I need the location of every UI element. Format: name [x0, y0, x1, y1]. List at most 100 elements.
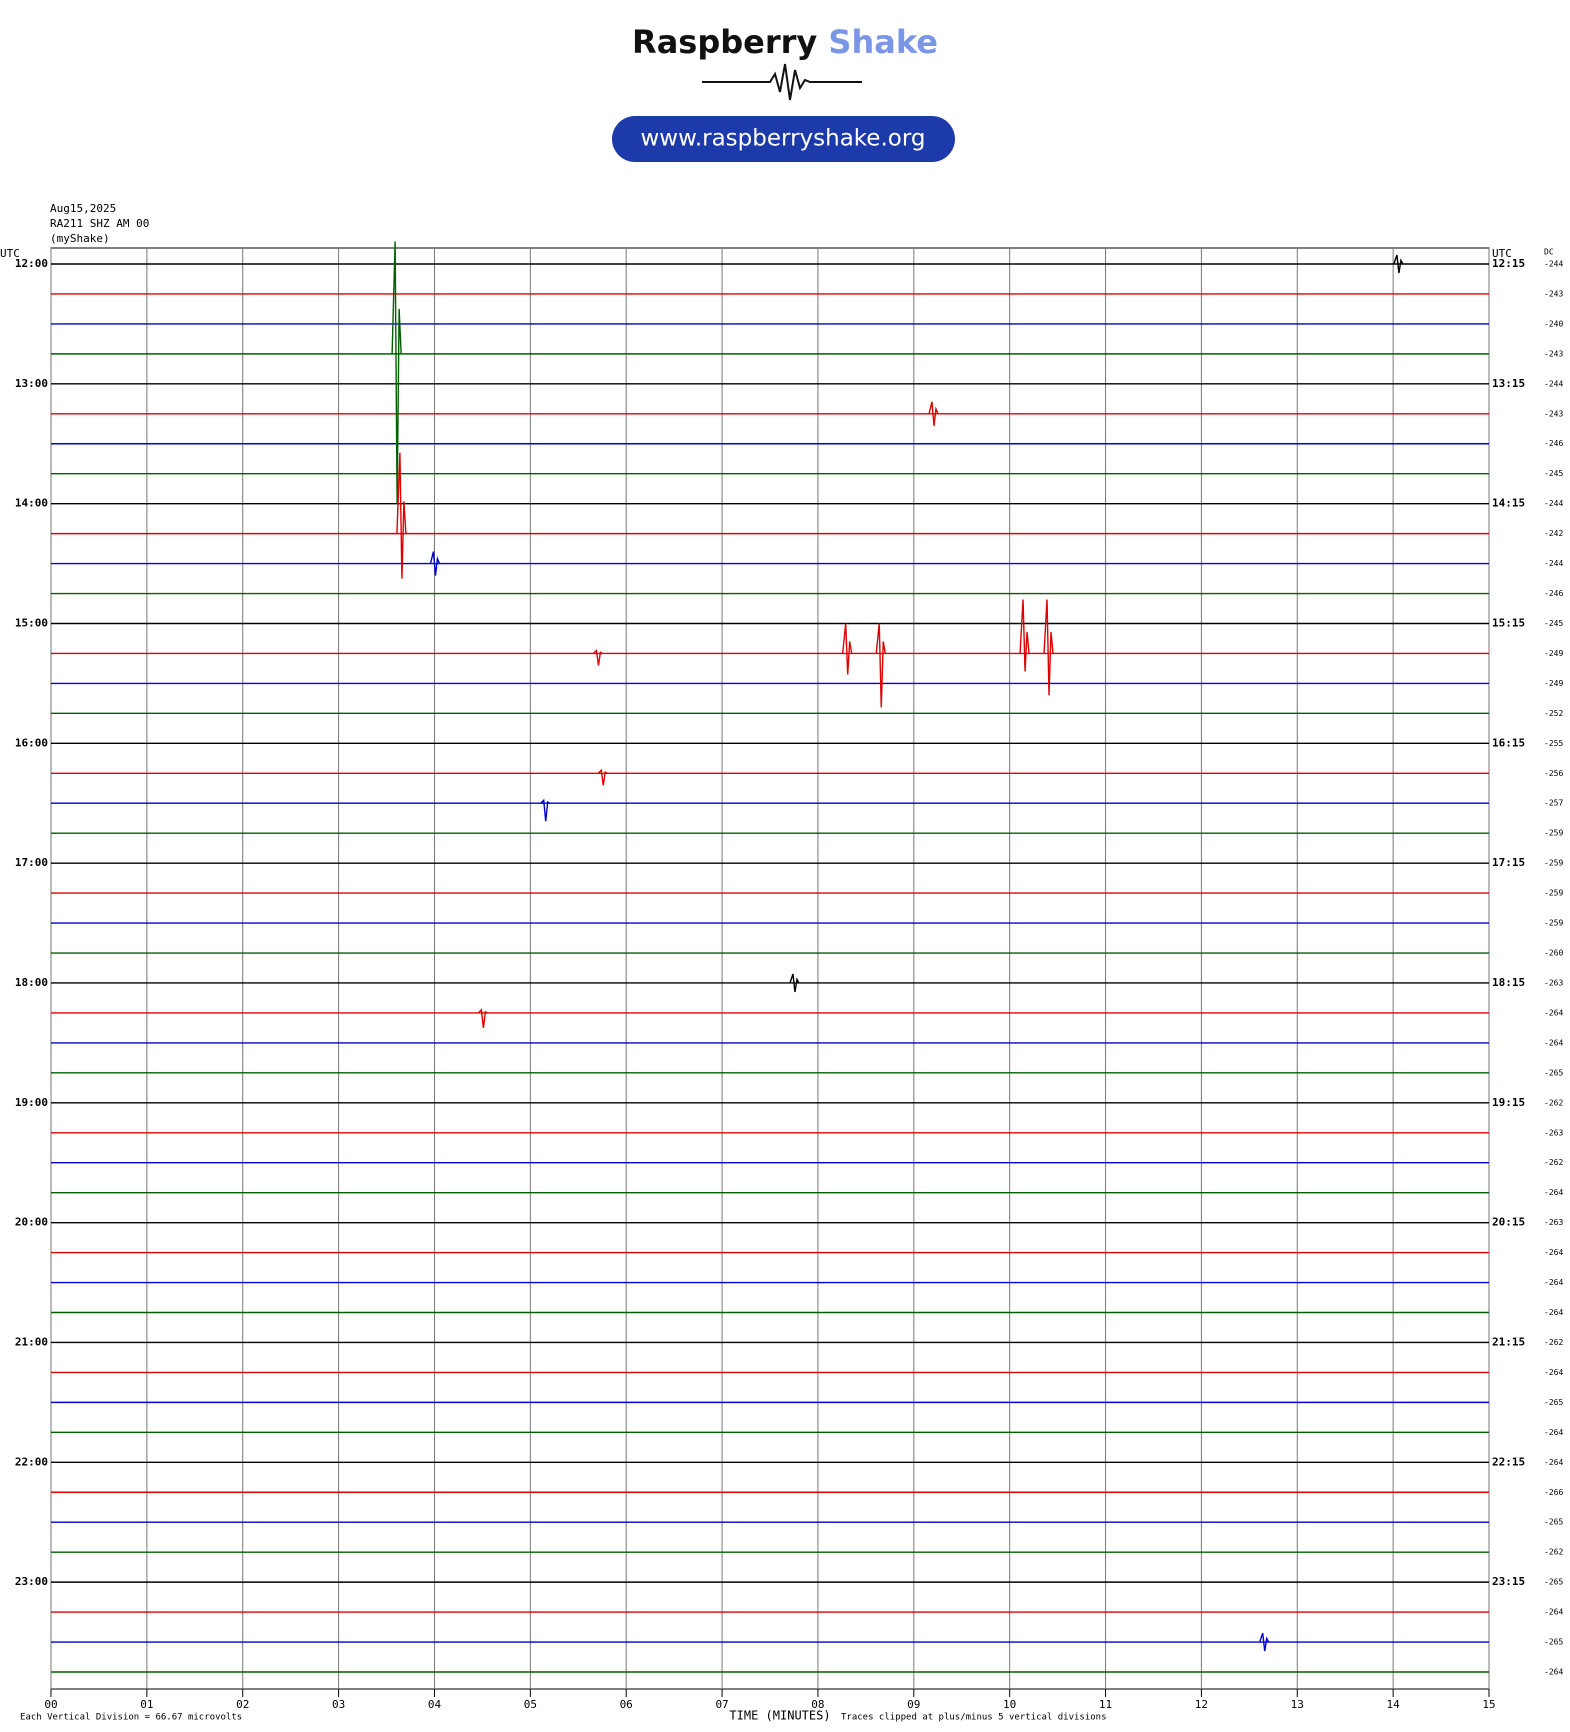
- dc-offset: -244: [1544, 260, 1563, 269]
- x-tick-label: 02: [236, 1698, 249, 1711]
- row-label: 22:00: [15, 1455, 48, 1468]
- event: [1019, 599, 1030, 672]
- x-tick-label: 00: [44, 1698, 57, 1711]
- row-label: 17:00: [15, 856, 48, 869]
- dc-offset: -265: [1544, 1398, 1563, 1407]
- event: [875, 623, 886, 708]
- row-label: 21:00: [15, 1335, 48, 1348]
- x-tick-label: 13: [1291, 1698, 1304, 1711]
- dc-offset: -259: [1544, 859, 1563, 868]
- row-label: 18:00: [15, 976, 48, 989]
- dc-offset: -263: [1544, 1128, 1563, 1137]
- event: [1043, 599, 1054, 696]
- event: [928, 401, 939, 426]
- dc-offset: -264: [1544, 1368, 1563, 1377]
- dc-offset: -264: [1544, 1428, 1563, 1437]
- url: www.raspberryshake.org: [641, 126, 926, 152]
- url-pill: [612, 116, 955, 162]
- event: [396, 452, 407, 579]
- x-tick-label: 15: [1482, 1698, 1495, 1711]
- row-label: 18:15: [1492, 976, 1525, 989]
- dc-offset: -252: [1544, 709, 1563, 718]
- station: RA211 SHZ AM 00: [50, 217, 149, 230]
- axis-title: UTC: [0, 247, 20, 260]
- x-tick-label: 10: [1003, 1698, 1016, 1711]
- x-tick-label: 05: [524, 1698, 537, 1711]
- row-label: 22:15: [1492, 1455, 1525, 1468]
- logo-wave: [702, 63, 862, 101]
- x-tick-label: 14: [1387, 1698, 1401, 1711]
- dc-offset: -264: [1544, 1608, 1563, 1617]
- row-label: 12:00: [15, 257, 48, 270]
- dc-offset: -244: [1544, 559, 1563, 568]
- dc-offset: -240: [1544, 319, 1563, 328]
- row-label: 14:15: [1492, 497, 1525, 510]
- x-tick-label: 08: [811, 1698, 824, 1711]
- dc-offset: -255: [1544, 739, 1563, 748]
- row-label: 16:00: [15, 736, 48, 749]
- dc-offset: -262: [1544, 1158, 1563, 1167]
- row-label: 23:15: [1492, 1575, 1525, 1588]
- plot-frame: [50, 247, 1490, 1690]
- x-tick-label: 12: [1195, 1698, 1208, 1711]
- logo-word: Shake: [828, 23, 938, 61]
- row-label: 16:15: [1492, 736, 1525, 749]
- dc-offset: -259: [1544, 829, 1563, 838]
- dc-offset: -265: [1544, 1068, 1563, 1077]
- dc-offset: -262: [1544, 1098, 1563, 1107]
- x-tick-label: 09: [907, 1698, 920, 1711]
- axis-title: DC: [1544, 248, 1554, 257]
- dc-offset: -263: [1544, 1218, 1563, 1227]
- x-tick-label: 01: [140, 1698, 153, 1711]
- dc-offset: -262: [1544, 1548, 1563, 1557]
- dc-offset: -257: [1544, 799, 1563, 808]
- row-label: 20:00: [15, 1216, 48, 1229]
- row-label: 17:15: [1492, 856, 1525, 869]
- event: [1259, 1632, 1270, 1652]
- dc-offset: -249: [1544, 649, 1563, 658]
- event: [592, 648, 603, 666]
- event: [789, 973, 800, 993]
- dc-offset: -246: [1544, 589, 1563, 598]
- event: [1393, 254, 1404, 274]
- event: [841, 623, 853, 675]
- dc-offset: -256: [1544, 769, 1563, 778]
- dc-offset: -260: [1544, 949, 1563, 958]
- row-label: 23:00: [15, 1575, 48, 1588]
- note: Traces clipped at plus/minus 5 vertical …: [841, 1713, 1107, 1723]
- event: [540, 798, 551, 822]
- dc-offset: -264: [1544, 1188, 1563, 1197]
- axis-title: UTC: [1492, 247, 1512, 260]
- date: Aug15,2025: [50, 202, 116, 215]
- dc-offset: -262: [1544, 1338, 1563, 1347]
- dc-offset: -265: [1544, 1578, 1563, 1587]
- event: [597, 768, 608, 786]
- dc-offset: -245: [1544, 619, 1563, 628]
- dc-offset: -246: [1544, 439, 1563, 448]
- row-label: 15:15: [1492, 616, 1525, 629]
- dc-offset: -264: [1544, 1458, 1563, 1467]
- dc-offset: -264: [1544, 1248, 1563, 1257]
- dc-offset: -245: [1544, 469, 1563, 478]
- row-label: 15:00: [15, 616, 48, 629]
- dc-offset: -243: [1544, 349, 1563, 358]
- dc-offset: -264: [1544, 1278, 1563, 1287]
- dc-offset: -264: [1544, 1308, 1563, 1317]
- row-label: 12:15: [1492, 257, 1525, 270]
- dc-offset: -249: [1544, 679, 1563, 688]
- row-label: 14:00: [15, 497, 48, 510]
- dc-offset: -265: [1544, 1638, 1563, 1647]
- dc-offset: -264: [1544, 1038, 1563, 1047]
- x-tick-label: 11: [1099, 1698, 1112, 1711]
- row-label: 19:00: [15, 1096, 48, 1109]
- event: [429, 551, 441, 576]
- dc-offset: -244: [1544, 379, 1563, 388]
- x-tick-label: 03: [332, 1698, 345, 1711]
- row-label: 13:00: [15, 377, 48, 390]
- logo-word: Raspberry: [632, 23, 817, 61]
- row-label: 21:15: [1492, 1335, 1525, 1348]
- dc-offset: -244: [1544, 499, 1563, 508]
- dc-offset: -259: [1544, 919, 1563, 928]
- dc-offset: -265: [1544, 1518, 1563, 1527]
- x-tick-label: 04: [428, 1698, 442, 1711]
